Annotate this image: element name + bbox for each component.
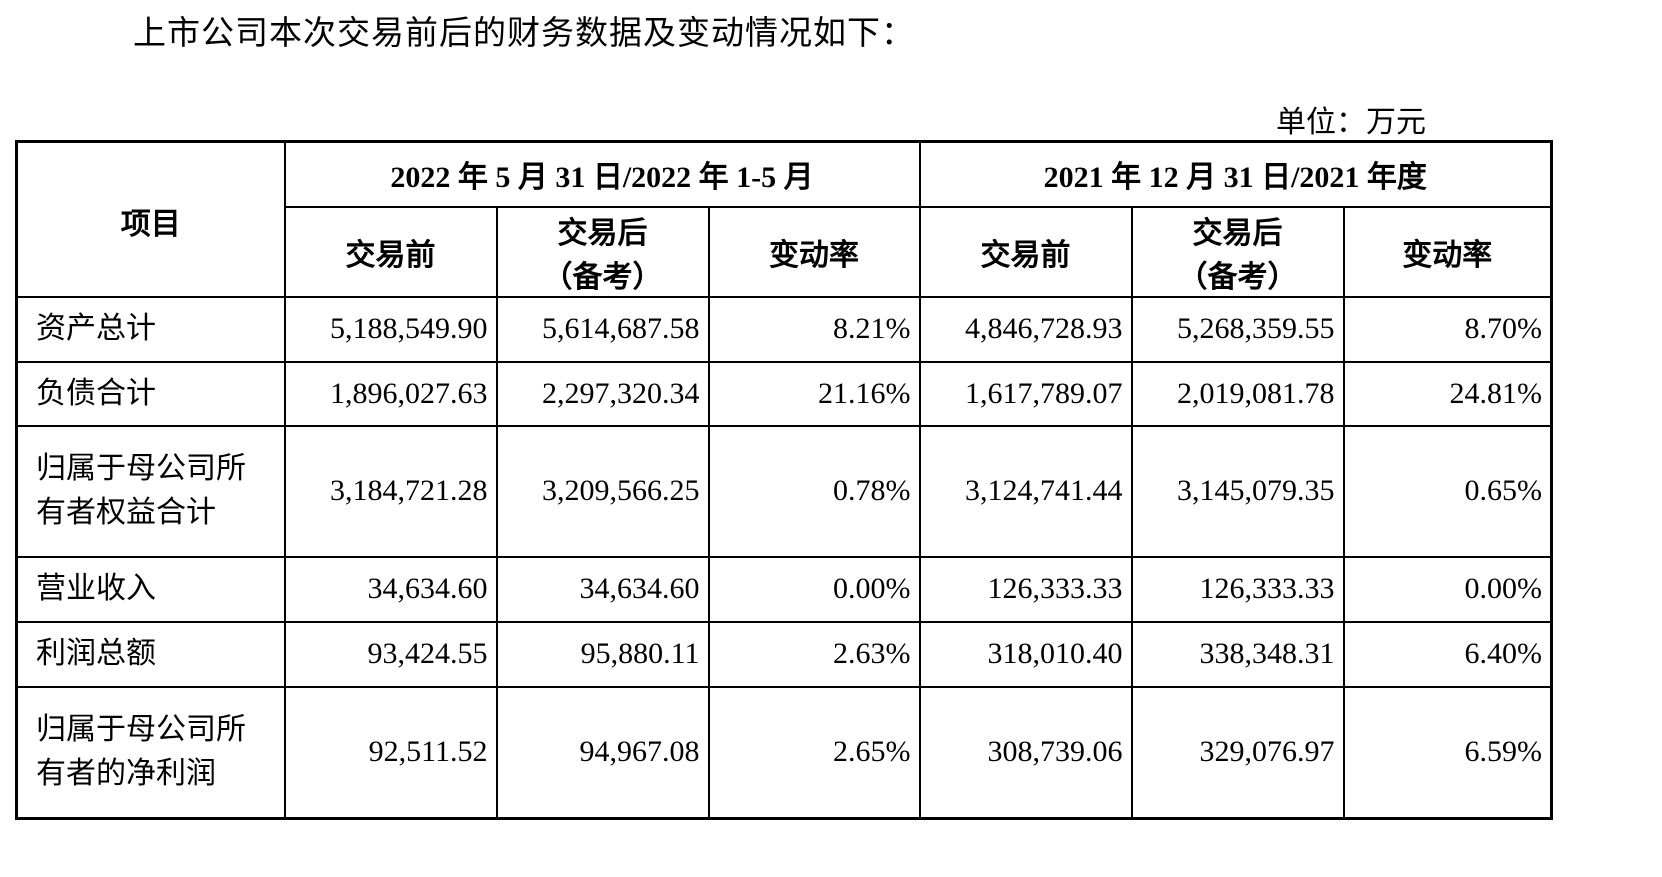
- cell-value: 8.70%: [1342, 295, 1553, 363]
- group-header: 2021 年 12 月 31 日/2021 年度: [918, 140, 1553, 208]
- group-header: 2022 年 5 月 31 日/2022 年 1-5 月: [283, 140, 921, 208]
- subheader-line: 交易前: [345, 238, 436, 272]
- intro-text: 上市公司本次交易前后的财务数据及变动情况如下：: [133, 16, 915, 52]
- row-label: 利润总额: [15, 620, 286, 688]
- data-row: 利润总额 93,424.55 95,880.11 2.63% 318,010.40 338…: [15, 620, 1553, 688]
- cell-value: 5,268,359.55: [1130, 295, 1345, 363]
- cell-value: 21.16%: [707, 360, 921, 427]
- cell-value: 126,333.33: [918, 555, 1133, 623]
- cell-value: 2,297,320.34: [495, 360, 710, 427]
- cell-value: 1,617,789.07: [918, 360, 1133, 427]
- subheader-line: （备考）: [542, 260, 663, 294]
- table-body: 资产总计 5,188,549.90 5,614,687.58 8.21% 4,846,7…: [15, 295, 1553, 820]
- unit-label: 单位：万元: [1276, 106, 1426, 139]
- subheader-line: 交易后: [557, 216, 648, 250]
- row-label: 资产总计: [15, 295, 286, 363]
- cell-value: 0.00%: [1342, 555, 1553, 623]
- subheader: 交易前: [283, 205, 498, 298]
- cell-value: 8.21%: [707, 295, 921, 363]
- cell-value: 92,511.52: [283, 685, 498, 820]
- row-label: 营业收入: [15, 555, 286, 623]
- cell-value: 4,846,728.93: [918, 295, 1133, 363]
- cell-value: 24.81%: [1342, 360, 1553, 427]
- data-row: 负债合计 1,896,027.63 2,297,320.34 21.16% 1,617,…: [15, 360, 1553, 427]
- subheader-line: 变动率: [769, 238, 859, 272]
- subheader: 变动率: [1342, 205, 1553, 298]
- cell-value: 34,634.60: [283, 555, 498, 623]
- cell-value: 3,145,079.35: [1130, 424, 1345, 558]
- cell-value: 0.00%: [707, 555, 921, 623]
- cell-value: 0.65%: [1342, 424, 1553, 558]
- subheader-line: 交易前: [980, 238, 1071, 272]
- cell-value: 2,019,081.78: [1130, 360, 1345, 427]
- cell-value: 1,896,027.63: [283, 360, 498, 427]
- cell-value: 338,348.31: [1130, 620, 1345, 688]
- item-header: 项目: [15, 140, 286, 298]
- subheader-line: 变动率: [1402, 238, 1493, 272]
- row-label: 负债合计: [15, 360, 286, 427]
- cell-value: 5,614,687.58: [495, 295, 710, 363]
- cell-value: 308,739.06: [918, 685, 1133, 820]
- cell-value: 329,076.97: [1130, 685, 1345, 820]
- cell-value: 3,124,741.44: [918, 424, 1133, 558]
- data-row: 归属于母公司所有者权益合计 3,184,721.28 3,209,566.25 0.7…: [15, 424, 1553, 558]
- cell-value: 0.78%: [707, 424, 921, 558]
- subheader: 交易前: [918, 205, 1133, 298]
- cell-value: 93,424.55: [283, 620, 498, 688]
- cell-value: 5,188,549.90: [283, 295, 498, 363]
- subheader-line: 交易后: [1192, 216, 1283, 250]
- cell-value: 126,333.33: [1130, 555, 1345, 623]
- cell-value: 2.65%: [707, 685, 921, 820]
- subheader-row: 交易前 交易后 （备考） 变动率 交易前 交易后 （备考） 变动率: [17, 205, 1553, 298]
- cell-value: 34,634.60: [495, 555, 710, 623]
- subheader: 变动率: [707, 205, 921, 298]
- cell-value: 6.59%: [1342, 685, 1553, 820]
- financial-table: 项目 2022 年 5 月 31 日/2022 年 1-5 月 2021 年 1…: [15, 140, 1553, 820]
- subheader: 交易后 （备考）: [1130, 205, 1345, 298]
- subheader-line: （备考）: [1177, 260, 1298, 294]
- cell-value: 3,209,566.25: [495, 424, 710, 558]
- row-label: 归属于母公司所有者权益合计: [15, 424, 286, 558]
- subheader: 交易后 （备考）: [495, 205, 710, 298]
- cell-value: 6.40%: [1342, 620, 1553, 688]
- data-row: 资产总计 5,188,549.90 5,614,687.58 8.21% 4,846,7…: [15, 295, 1553, 363]
- cell-value: 2.63%: [707, 620, 921, 688]
- cell-value: 94,967.08: [495, 685, 710, 820]
- header-row: 项目 2022 年 5 月 31 日/2022 年 1-5 月 2021 年 1…: [15, 140, 1553, 298]
- data-row: 营业收入 34,634.60 34,634.60 0.00% 126,333.33 126…: [15, 555, 1553, 623]
- cell-value: 318,010.40: [918, 620, 1133, 688]
- row-label: 归属于母公司所有者的净利润: [15, 685, 286, 820]
- cell-value: 3,184,721.28: [283, 424, 498, 558]
- data-row: 归属于母公司所有者的净利润 92,511.52 94,967.08 2.65% 308,…: [15, 685, 1553, 820]
- cell-value: 95,880.11: [495, 620, 710, 688]
